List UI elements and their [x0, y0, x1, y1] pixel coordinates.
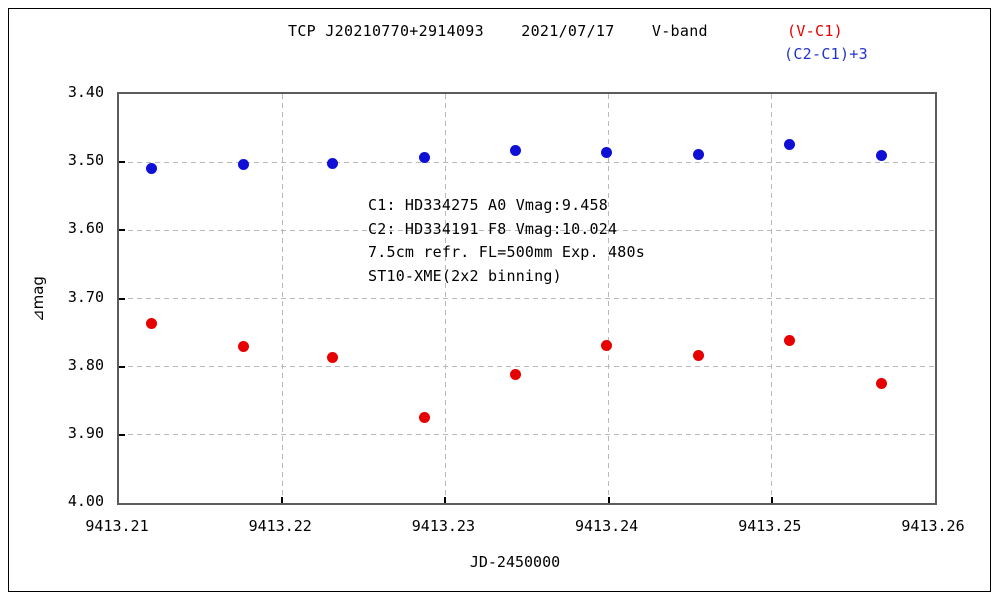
data-point-v-c1 [601, 340, 613, 352]
y-gridline [119, 229, 935, 231]
y-tick-label: 3.90 [67, 423, 104, 442]
y-tick-label: 3.80 [67, 355, 104, 374]
y-tick-label: 3.60 [67, 219, 104, 238]
y-gridline [119, 161, 935, 163]
data-point-c2-c1 [237, 159, 249, 171]
y-tick-mark [119, 433, 125, 436]
annotation-line-telescope: 7.5cm refr. FL=500mm Exp. 480s [368, 243, 645, 261]
chart-title: TCP J20210770+2914093 2021/07/17 V-band [288, 22, 708, 40]
data-point-c2-c1 [784, 138, 796, 150]
x-tick-mark [607, 497, 610, 503]
x-axis-label: JD-2450000 [469, 553, 561, 571]
x-tick-label: 9413.25 [738, 517, 802, 535]
data-point-c2-c1 [510, 145, 522, 157]
y-gridline [119, 434, 935, 436]
data-point-c2-c1 [327, 158, 339, 170]
x-tick-mark [770, 497, 773, 503]
x-tick-mark [444, 497, 447, 503]
data-point-v-c1 [875, 378, 887, 390]
data-point-v-c1 [510, 369, 522, 381]
y-tick-label: 3.70 [67, 287, 104, 306]
x-tick-mark [281, 497, 284, 503]
y-tick-label: 3.40 [67, 83, 104, 101]
annotation-block: C1: HD334275 A0 Vmag:9.458 C2: HD334191 F… [368, 194, 645, 288]
x-tick-label: 9413.22 [248, 517, 312, 535]
data-point-v-c1 [418, 411, 430, 423]
data-point-c2-c1 [692, 149, 704, 161]
y-tick-mark [119, 229, 125, 232]
chart-outer-border [8, 8, 991, 592]
data-point-v-c1 [327, 351, 339, 363]
x-tick-label: 9413.24 [574, 517, 639, 535]
y-gridline [119, 366, 935, 368]
x-tick-label: 9413.23 [411, 517, 475, 535]
y-tick-mark [119, 297, 125, 300]
legend-entry-v-c1: (V-C1) [787, 22, 843, 40]
x-tick-label: 9413.26 [901, 517, 965, 535]
data-point-v-c1 [692, 350, 704, 362]
annotation-line-camera: ST10-XME(2x2 binning) [368, 266, 562, 285]
legend-entry-c2-c1: (C2-C1)+3 [784, 45, 868, 63]
y-tick-mark [119, 365, 125, 368]
y-tick-label: 3.50 [67, 151, 104, 170]
data-point-c2-c1 [601, 147, 613, 159]
data-point-v-c1 [146, 318, 158, 330]
annotation-line-c1: C1: HD334275 A0 Vmag:9.458 [368, 196, 608, 214]
plot-area: C1: HD334275 A0 Vmag:9.458 C2: HD334191 F… [117, 92, 937, 505]
data-point-c2-c1 [146, 162, 158, 174]
data-point-c2-c1 [418, 151, 430, 163]
annotation-line-c2: C2: HD334191 F8 Vmag:10.024 [368, 219, 618, 238]
y-tick-label: 4.00 [67, 492, 104, 510]
data-point-c2-c1 [875, 149, 887, 161]
data-point-v-c1 [784, 334, 796, 346]
y-tick-mark [119, 161, 125, 164]
y-gridline [119, 298, 935, 299]
x-tick-label: 9413.21 [85, 517, 149, 535]
data-point-v-c1 [237, 340, 249, 352]
